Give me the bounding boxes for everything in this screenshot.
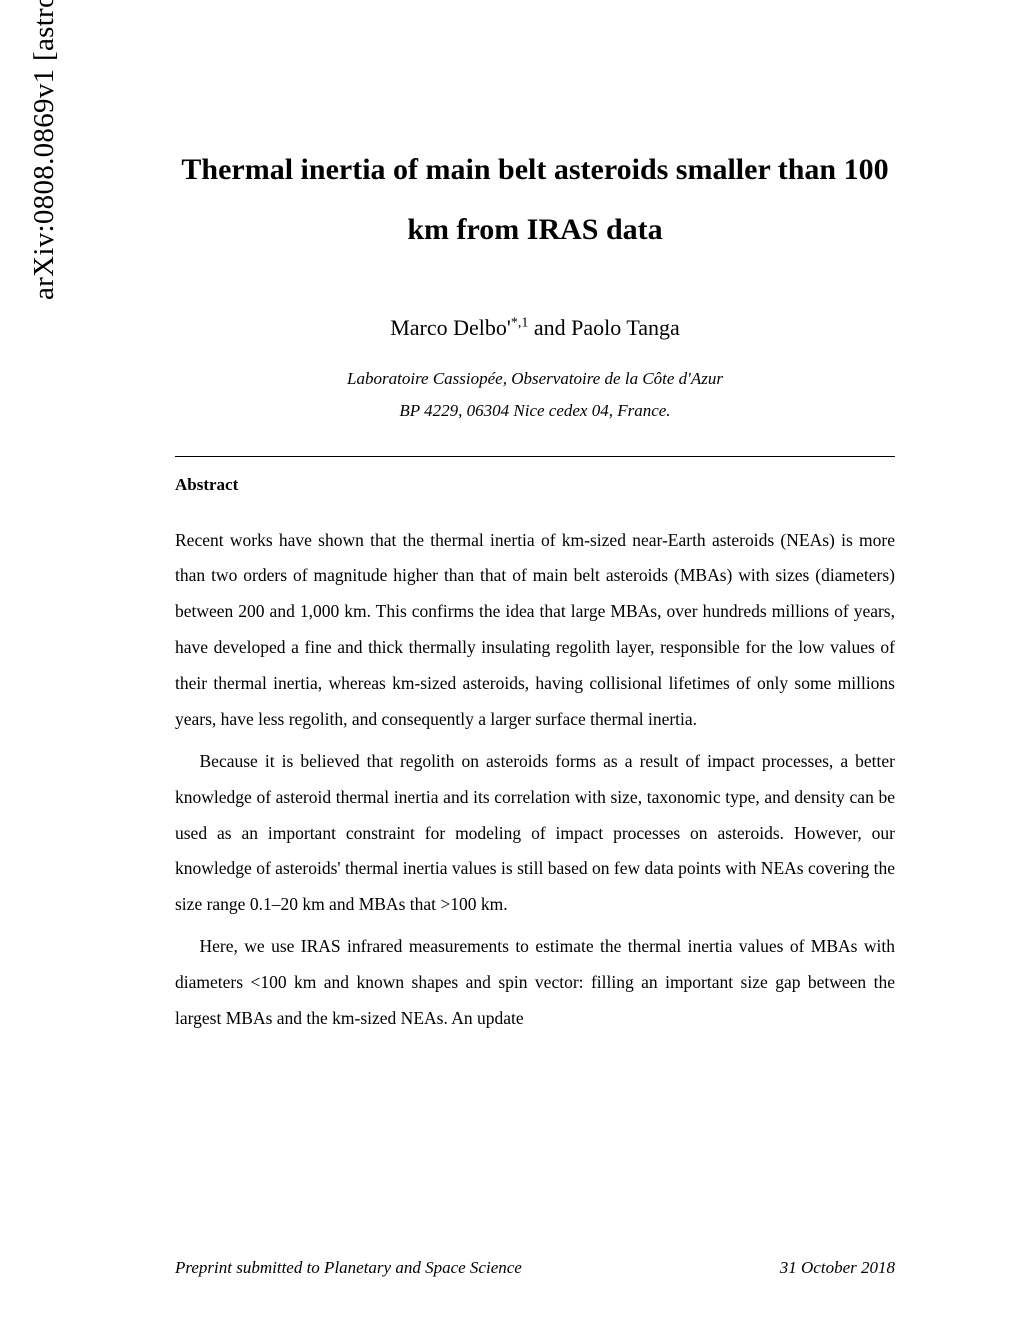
footer-journal: Preprint submitted to Planetary and Spac… xyxy=(175,1258,522,1278)
abstract-paragraph-2: Because it is believed that regolith on … xyxy=(175,744,895,923)
author-name: Marco Delbo' xyxy=(390,315,511,340)
authors-line: Marco Delbo'*,1 and Paolo Tanga xyxy=(175,315,895,341)
affiliation-line-1: Laboratoire Cassiopée, Observatoire de l… xyxy=(175,363,895,395)
author-superscript: *,1 xyxy=(511,316,529,331)
footer-date: 31 October 2018 xyxy=(780,1258,895,1278)
page-footer: Preprint submitted to Planetary and Spac… xyxy=(175,1258,895,1278)
affiliation-line-2: BP 4229, 06304 Nice cedex 04, France. xyxy=(175,395,895,427)
abstract-body: Recent works have shown that the thermal… xyxy=(175,523,895,1037)
author-rest: and Paolo Tanga xyxy=(528,315,679,340)
abstract-paragraph-3: Here, we use IRAS infrared measurements … xyxy=(175,929,895,1037)
paper-title: Thermal inertia of main belt asteroids s… xyxy=(175,140,895,260)
top-divider xyxy=(175,456,895,457)
arxiv-id-text: arXiv:0808.0869v1 [astro-ph] 6 Aug 2008 xyxy=(28,0,60,300)
abstract-heading: Abstract xyxy=(175,475,895,495)
main-content: Thermal inertia of main belt asteroids s… xyxy=(175,140,895,1043)
affiliation-block: Laboratoire Cassiopée, Observatoire de l… xyxy=(175,363,895,428)
arxiv-identifier: arXiv:0808.0869v1 [astro-ph] 6 Aug 2008 xyxy=(28,0,61,300)
abstract-paragraph-1: Recent works have shown that the thermal… xyxy=(175,523,895,738)
